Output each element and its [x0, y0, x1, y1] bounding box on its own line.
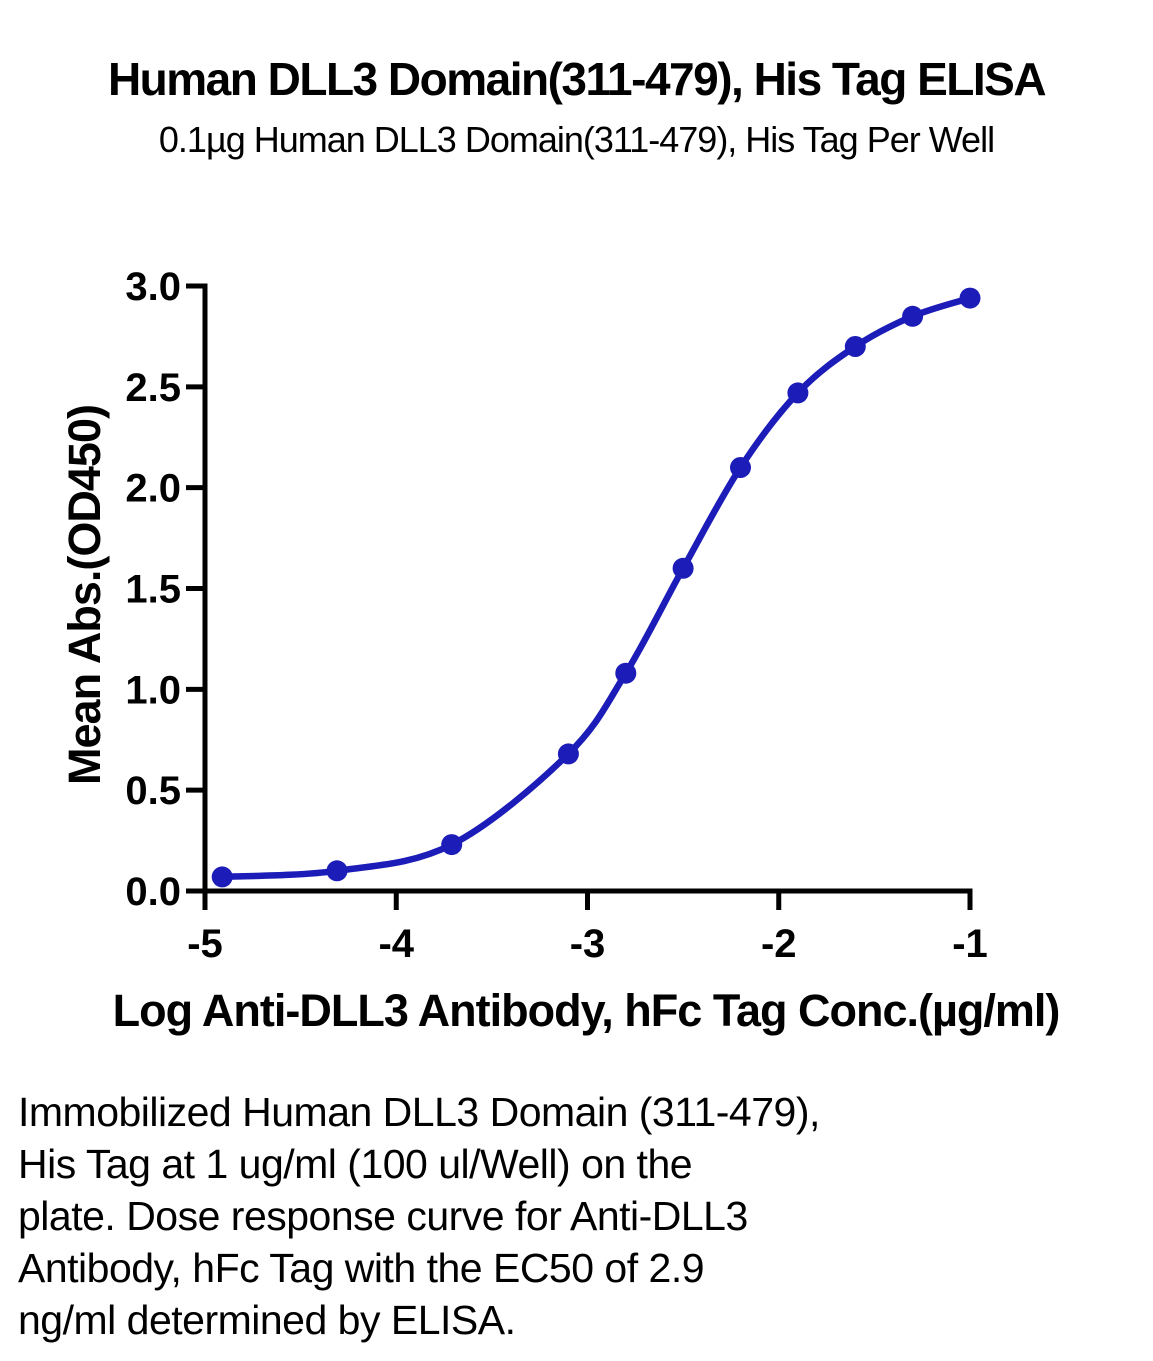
x-tick-label: -1: [952, 922, 988, 966]
data-point: [615, 662, 637, 684]
data-point: [902, 305, 924, 327]
x-tick-label: -2: [761, 922, 797, 966]
data-point: [730, 457, 751, 478]
x-tick-label: -3: [570, 922, 606, 966]
dose-response-curve: [218, 294, 974, 881]
data-point: [557, 743, 579, 765]
y-tick-label: 3.0: [125, 265, 181, 309]
data-point: [844, 336, 866, 357]
data-point: [672, 557, 694, 579]
caption-line: His Tag at 1 ug/ml (100 ul/Well) on the: [18, 1141, 693, 1187]
caption-line: ng/ml determined by ELISA.: [18, 1297, 516, 1343]
data-point: [441, 834, 463, 856]
x-axis-title: Log Anti-DLL3 Antibody, hFc Tag Conc.(µg…: [113, 985, 1060, 1036]
y-tick-label: 1.0: [125, 668, 181, 712]
chart-title: Human DLL3 Domain(311-479), His Tag ELIS…: [107, 53, 1047, 105]
caption-line: plate. Dose response curve for Anti-DLL3: [18, 1193, 748, 1239]
y-tick-label: 0.5: [125, 769, 181, 813]
data-point: [326, 860, 348, 882]
x-tick-label: -4: [378, 922, 414, 966]
y-axis-title: Mean Abs.(OD450): [59, 405, 110, 785]
figure-caption: Immobilized Human DLL3 Domain (311-479),…: [18, 1086, 1128, 1346]
y-tick-label: 1.5: [125, 568, 181, 612]
ticks-layer: -5 -4 -3 -2 -1 0.0 0.5 1.0 1.5 2.0 2.5 3.0: [125, 265, 987, 966]
y-tick-label: 2.0: [125, 467, 181, 511]
data-point: [211, 866, 233, 888]
y-tick-label: 0.0: [125, 870, 181, 914]
chart-subtitle: 0.1µg Human DLL3 Domain(311-479), His Ta…: [158, 119, 995, 160]
data-point: [959, 287, 981, 309]
y-tick-label: 2.5: [125, 366, 181, 410]
x-tick-label: -5: [187, 922, 223, 966]
series-layer: [211, 287, 981, 888]
caption-line: Antibody, hFc Tag with the EC50 of 2.9: [18, 1245, 705, 1291]
caption-line: Immobilized Human DLL3 Domain (311-479),: [18, 1089, 820, 1135]
data-point: [787, 382, 809, 404]
